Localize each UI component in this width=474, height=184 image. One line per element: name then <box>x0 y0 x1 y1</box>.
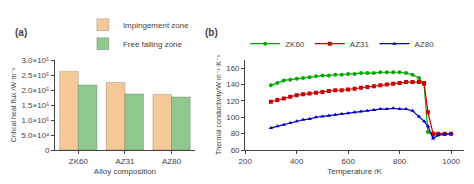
svg-text:140: 140 <box>226 80 240 89</box>
svg-text:AZ80: AZ80 <box>162 157 182 166</box>
svg-text:80: 80 <box>231 129 240 138</box>
svg-text:200: 200 <box>239 157 253 166</box>
svg-text:Impingement zone: Impingement zone <box>123 21 189 30</box>
svg-text:120: 120 <box>226 97 240 106</box>
svg-text:(a): (a) <box>15 27 27 38</box>
svg-text:3.0×10⁵: 3.0×10⁵ <box>21 56 49 65</box>
svg-text:100: 100 <box>226 113 240 122</box>
svg-text:Critical heat flux /W·m⁻²: Critical heat flux /W·m⁻² <box>10 67 17 142</box>
svg-text:800: 800 <box>393 157 407 166</box>
svg-text:ZK60: ZK60 <box>69 157 89 166</box>
svg-text:1.5×10⁵: 1.5×10⁵ <box>21 101 49 110</box>
svg-text:Thermal conductivity/W·m⁻¹·K⁻¹: Thermal conductivity/W·m⁻¹·K⁻¹ <box>215 54 223 155</box>
svg-text:(b): (b) <box>205 27 218 38</box>
svg-text:400: 400 <box>290 157 304 166</box>
svg-text:AZ80: AZ80 <box>415 40 435 49</box>
svg-text:2.5×10⁵: 2.5×10⁵ <box>21 71 49 80</box>
svg-text:AZ31: AZ31 <box>350 40 370 49</box>
svg-text:AZ31: AZ31 <box>115 157 135 166</box>
svg-text:5.0×10⁴: 5.0×10⁴ <box>21 131 50 140</box>
svg-text:0: 0 <box>45 146 50 155</box>
svg-text:2.0×10⁵: 2.0×10⁵ <box>21 86 49 95</box>
svg-text:Alloy composition: Alloy composition <box>94 167 156 176</box>
svg-text:160: 160 <box>226 64 240 73</box>
svg-text:Free falling zone: Free falling zone <box>123 40 183 49</box>
svg-text:600: 600 <box>341 157 355 166</box>
svg-text:1000: 1000 <box>442 157 460 166</box>
svg-text:ZK60: ZK60 <box>285 40 305 49</box>
svg-text:60: 60 <box>231 146 240 155</box>
svg-text:Temperature /K: Temperature /K <box>327 167 382 176</box>
svg-text:1.0×10⁵: 1.0×10⁵ <box>21 116 49 125</box>
